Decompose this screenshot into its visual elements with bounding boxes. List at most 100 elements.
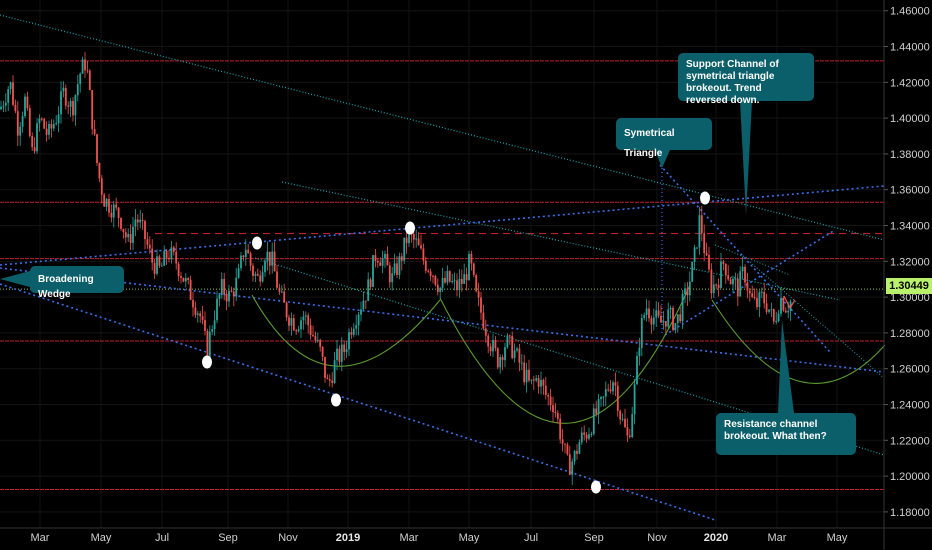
candle-body bbox=[664, 321, 667, 327]
projection-arrow bbox=[783, 295, 796, 310]
candle-body bbox=[482, 312, 485, 329]
x-tick-label: 2019 bbox=[336, 532, 360, 544]
candle-body bbox=[645, 308, 648, 315]
candle-body bbox=[230, 290, 233, 292]
pivot-marker bbox=[202, 355, 212, 369]
pivot-marker bbox=[252, 236, 262, 250]
candle-body bbox=[192, 299, 194, 308]
candle-body bbox=[206, 331, 209, 358]
x-tick-label: 2020 bbox=[704, 532, 728, 544]
candle-body bbox=[24, 96, 26, 117]
candle-body bbox=[753, 296, 756, 299]
candle-body bbox=[561, 439, 564, 444]
candle-body bbox=[448, 271, 451, 282]
candle-body bbox=[708, 254, 710, 270]
candle-body bbox=[427, 270, 430, 272]
candle-body bbox=[691, 261, 694, 282]
x-tick-label: Sep bbox=[584, 532, 604, 544]
candle-body bbox=[33, 147, 36, 152]
candle-body bbox=[441, 277, 444, 288]
candle-body bbox=[26, 96, 29, 109]
pointer-broadening-wedge bbox=[0, 271, 30, 287]
candle-body bbox=[300, 320, 302, 330]
y-tick-label: 1.18000 bbox=[890, 507, 930, 519]
pivot-marker bbox=[591, 480, 601, 494]
candle-body bbox=[444, 277, 446, 283]
y-tick-label: 1.46000 bbox=[890, 6, 930, 18]
candle-body bbox=[72, 100, 74, 116]
callout-symetrical-triangle: Symetrical Triangle bbox=[616, 118, 712, 159]
candle-body bbox=[520, 362, 523, 364]
y-tick-label: 1.40000 bbox=[890, 113, 930, 125]
candle-body bbox=[38, 118, 41, 124]
candle-body bbox=[264, 261, 266, 273]
candle-body bbox=[204, 319, 206, 332]
candle-body bbox=[640, 317, 643, 348]
candle-body bbox=[168, 257, 170, 260]
candle-body bbox=[739, 271, 742, 297]
candle-body bbox=[696, 247, 698, 249]
candle-body bbox=[288, 317, 290, 326]
candle-body bbox=[616, 385, 619, 411]
candle-body bbox=[573, 450, 576, 462]
candle-body bbox=[715, 284, 718, 286]
trend-line bbox=[281, 181, 841, 301]
candle-body bbox=[103, 194, 106, 207]
candle-body bbox=[763, 291, 766, 304]
candle-body bbox=[513, 350, 516, 359]
candle-body bbox=[405, 237, 408, 244]
candle-body bbox=[568, 454, 571, 475]
candle-body bbox=[374, 255, 377, 261]
candle-body bbox=[516, 348, 518, 351]
candle-body bbox=[528, 369, 530, 381]
candles bbox=[0, 51, 792, 486]
x-tick-label: Mar bbox=[400, 532, 419, 544]
candle-body bbox=[153, 262, 156, 274]
candle-body bbox=[660, 315, 662, 323]
candle-body bbox=[276, 271, 278, 288]
candle-body bbox=[523, 362, 526, 383]
candle-body bbox=[458, 278, 461, 291]
candle-body bbox=[511, 335, 514, 359]
candle-body bbox=[249, 253, 252, 266]
candle-body bbox=[69, 100, 72, 107]
candle-body bbox=[175, 251, 178, 264]
candle-body bbox=[674, 323, 677, 330]
candle-body bbox=[525, 369, 528, 383]
candle-body bbox=[100, 178, 103, 195]
candle-body bbox=[775, 320, 778, 322]
candle-body bbox=[136, 219, 139, 223]
candle-body bbox=[765, 303, 768, 312]
candle-body bbox=[45, 128, 48, 135]
candle-body bbox=[729, 279, 732, 285]
candle-body bbox=[583, 432, 586, 435]
y-tick-label: 1.30000 bbox=[890, 292, 930, 304]
candle-body bbox=[432, 275, 434, 277]
candle-body bbox=[590, 433, 593, 435]
callout-broadening-wedge-text: Broadening Wedge bbox=[38, 274, 94, 300]
candle-body bbox=[600, 397, 602, 400]
callout-pointers bbox=[0, 101, 794, 413]
candle-body bbox=[199, 313, 202, 317]
candle-body bbox=[348, 332, 350, 350]
candle-body bbox=[256, 273, 259, 276]
candle-body bbox=[717, 284, 720, 288]
x-axis: Mar May Jul Sep Nov 2019 Mar May Jul Sep Nov 2020 Ma… bbox=[0, 527, 932, 544]
candle-body bbox=[460, 278, 463, 284]
candle-body bbox=[86, 70, 89, 72]
candle-body bbox=[489, 346, 492, 352]
candle-body bbox=[50, 124, 53, 129]
candle-body bbox=[657, 310, 660, 316]
candle-body bbox=[585, 434, 588, 439]
candle-body bbox=[727, 275, 730, 280]
candle-body bbox=[235, 277, 238, 297]
candle-body bbox=[91, 90, 94, 129]
candle-body bbox=[494, 339, 497, 349]
candle-body bbox=[108, 198, 110, 213]
candle-body bbox=[280, 291, 283, 293]
candle-body bbox=[451, 280, 454, 282]
y-axis: 1.46000 1.44000 1.42000 1.40000 1.38000 1.360… bbox=[883, 0, 930, 550]
candle-body bbox=[376, 260, 379, 263]
candle-body bbox=[14, 104, 17, 112]
